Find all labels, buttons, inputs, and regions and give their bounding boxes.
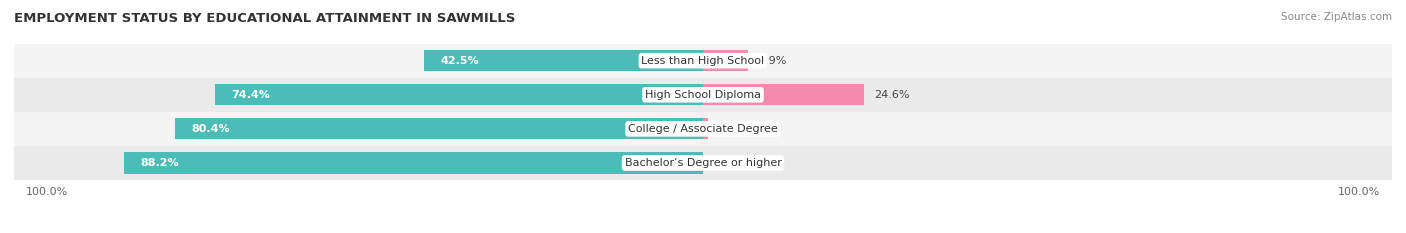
Bar [14, 78, 1392, 112]
Text: 24.6%: 24.6% [875, 90, 910, 100]
Bar [703, 50, 748, 71]
Bar [14, 112, 1392, 146]
Text: 42.5%: 42.5% [440, 56, 479, 66]
Bar [703, 84, 865, 105]
Text: College / Associate Degree: College / Associate Degree [628, 124, 778, 134]
Bar [176, 118, 703, 140]
Bar [703, 118, 707, 140]
Text: 74.4%: 74.4% [231, 90, 270, 100]
Text: Source: ZipAtlas.com: Source: ZipAtlas.com [1281, 12, 1392, 22]
Text: 88.2%: 88.2% [141, 158, 180, 168]
Text: 0.7%: 0.7% [717, 124, 745, 134]
Bar [425, 50, 703, 71]
Bar [124, 152, 703, 174]
Text: 0.0%: 0.0% [713, 158, 741, 168]
Bar [215, 84, 703, 105]
Bar [14, 146, 1392, 180]
Text: Bachelor’s Degree or higher: Bachelor’s Degree or higher [624, 158, 782, 168]
Text: 80.4%: 80.4% [191, 124, 231, 134]
Text: Less than High School: Less than High School [641, 56, 765, 66]
Text: EMPLOYMENT STATUS BY EDUCATIONAL ATTAINMENT IN SAWMILLS: EMPLOYMENT STATUS BY EDUCATIONAL ATTAINM… [14, 12, 516, 25]
Text: 6.9%: 6.9% [758, 56, 786, 66]
Bar [14, 44, 1392, 78]
Text: High School Diploma: High School Diploma [645, 90, 761, 100]
